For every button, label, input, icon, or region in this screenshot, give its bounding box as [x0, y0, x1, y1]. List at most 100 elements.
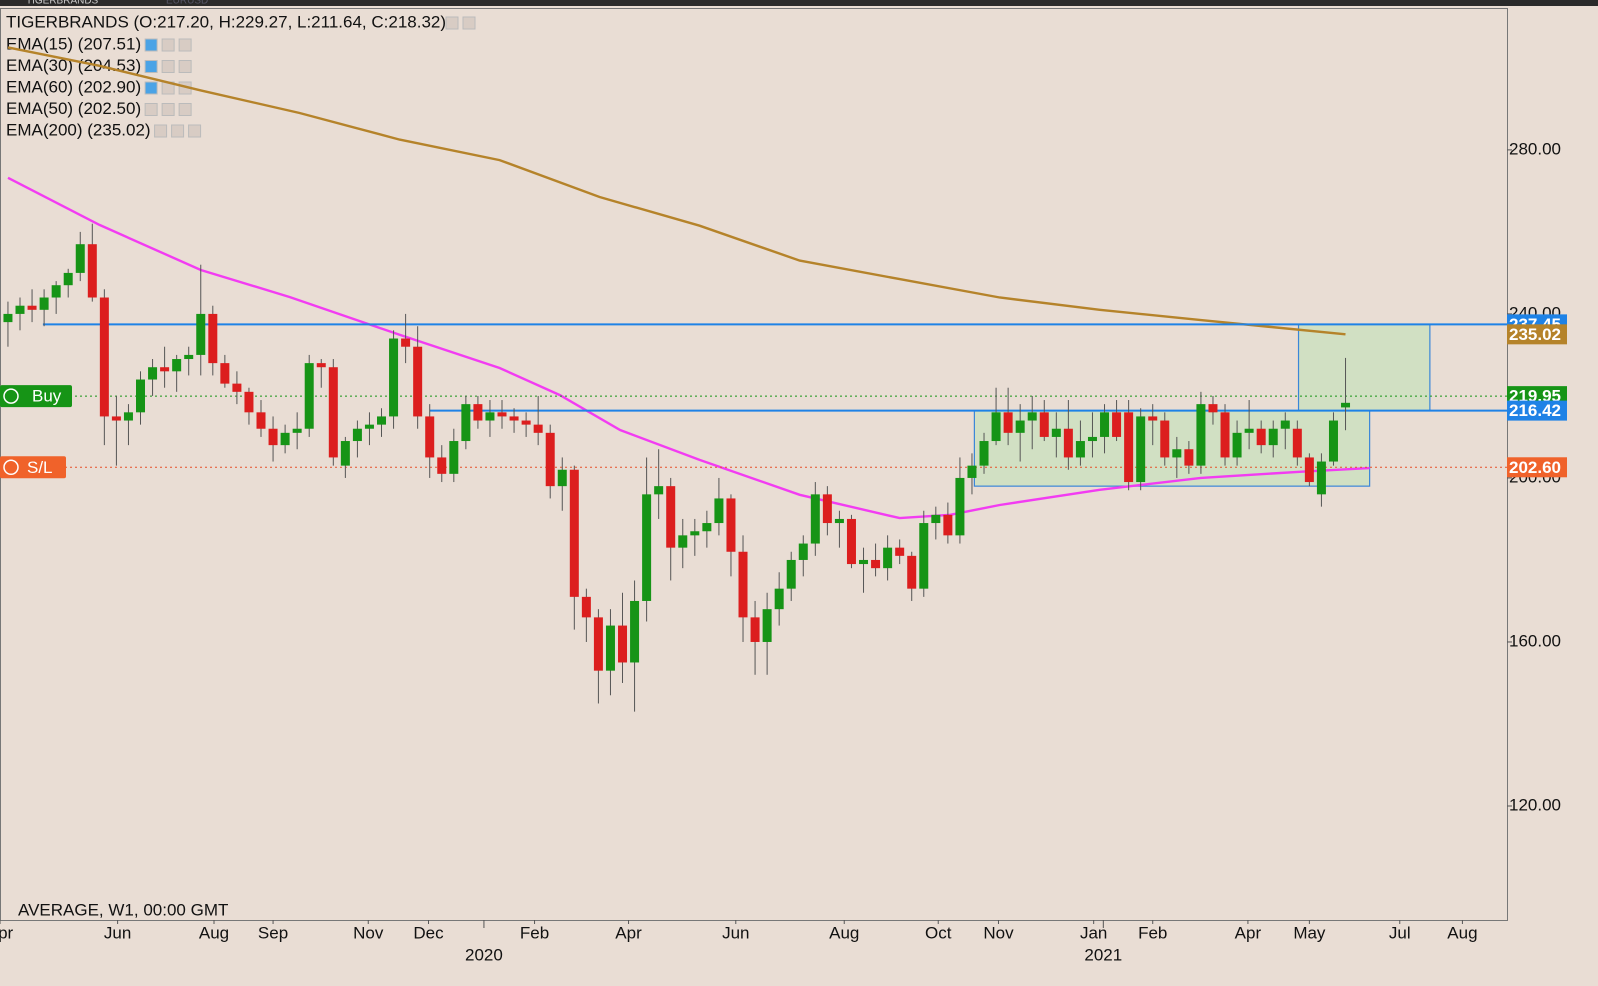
candle-body [762, 609, 772, 642]
candle-body [666, 486, 676, 548]
candle-body [401, 338, 411, 347]
candle-body [738, 551, 748, 618]
candle-body [244, 391, 254, 413]
trade-marker-label: S/L [27, 458, 53, 477]
candle-body [714, 498, 724, 524]
candle-body [232, 383, 242, 392]
candle-body [280, 432, 290, 446]
indicator-label: EMA(15) (207.51) [6, 34, 141, 53]
candle-body [497, 412, 507, 417]
candle-body [810, 494, 820, 544]
candle-body [991, 412, 1001, 442]
candle-body [1063, 428, 1073, 458]
x-tick-label: May [1293, 923, 1326, 942]
indicator-label: EMA(30) (204.53) [6, 56, 141, 75]
candle-body [1316, 461, 1326, 495]
candle-body [581, 596, 591, 618]
candle-body [798, 543, 808, 560]
ema-line [7, 176, 1370, 520]
candle-body [316, 363, 326, 368]
candle-body [919, 523, 929, 589]
price-label: 216.42 [1509, 401, 1561, 420]
candle-body [1304, 457, 1314, 483]
x-tick-label: Dec [413, 923, 444, 942]
zone [973, 410, 1371, 487]
indicator-icon [144, 103, 158, 116]
candle-body [87, 244, 97, 298]
price-label-box [1507, 324, 1567, 345]
candle-body [871, 559, 881, 569]
candle-body [1196, 404, 1206, 466]
indicator-label: EMA(200) (235.02) [6, 120, 151, 139]
candle-body [99, 297, 109, 417]
x-tick-label: Jun [104, 923, 131, 942]
candle-body [1015, 420, 1025, 433]
candle-body [967, 465, 977, 478]
candle-body [1172, 449, 1182, 458]
candle-body [521, 420, 531, 425]
candle-body [1280, 420, 1290, 429]
tab-label: EURUSD [166, 0, 208, 7]
indicator-icon [178, 103, 192, 116]
candle-body [15, 305, 25, 314]
candle-body [39, 297, 49, 310]
candle-body [822, 494, 832, 524]
candle-body [1328, 420, 1338, 462]
x-tick-label: Apr [615, 923, 642, 942]
candle-body [1112, 412, 1122, 437]
candle-body [328, 367, 338, 458]
indicator-label: EMA(60) (202.90) [6, 77, 141, 96]
candle-body [1124, 412, 1134, 483]
candle-body [1051, 428, 1061, 437]
x-tick-label: Oct [925, 923, 952, 942]
candle-body [437, 457, 447, 474]
candle-body [364, 424, 374, 429]
close-icon [3, 459, 19, 476]
candle-body [545, 432, 555, 487]
candle-body [256, 412, 266, 429]
candle-body [834, 518, 844, 524]
trade-marker [0, 385, 72, 408]
candle-body [473, 404, 483, 421]
indicator-icon [161, 60, 175, 73]
title-icon [462, 16, 476, 30]
candle-body [75, 244, 85, 273]
year-label: 2020 [465, 945, 503, 964]
candle-body [533, 424, 543, 433]
candle-body [1208, 404, 1218, 413]
candle-body [172, 359, 182, 372]
candle-body [377, 416, 387, 425]
candle-body [148, 367, 158, 380]
trade-marker-label: Buy [32, 387, 62, 406]
candle-body [1075, 441, 1085, 458]
candle-body [184, 354, 194, 360]
candle-body [557, 469, 567, 487]
candle-body [413, 346, 423, 417]
close-icon [3, 388, 19, 404]
candle-body [1341, 402, 1351, 408]
candle-body [1148, 416, 1158, 421]
candle-body [160, 367, 170, 372]
candle-body [340, 441, 350, 466]
candle-body [931, 514, 941, 524]
candle-body [220, 363, 230, 384]
candle-body [618, 625, 628, 663]
x-tick-label: Jun [722, 923, 749, 942]
candle-body [943, 514, 953, 536]
candle-body [1100, 412, 1110, 437]
x-tick-label: Nov [983, 923, 1014, 942]
candle-body [1268, 428, 1278, 446]
title-icon [445, 16, 459, 30]
candle-body [425, 416, 435, 458]
candle-body [1232, 432, 1242, 458]
year-label: 2021 [1084, 945, 1122, 964]
indicator-icon [178, 60, 192, 73]
x-tick-label: Aug [199, 923, 229, 942]
x-tick-label: Aug [829, 923, 859, 942]
indicator-icon [161, 38, 175, 52]
candle-body [208, 313, 218, 364]
candle-body [1160, 420, 1170, 458]
indicator-icon [144, 81, 158, 95]
y-tick-label: 120.00 [1509, 795, 1561, 814]
